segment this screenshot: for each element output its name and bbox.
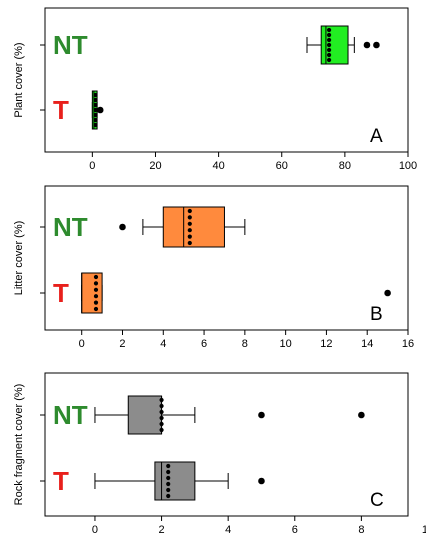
data-point	[93, 117, 98, 123]
outlier-point	[358, 411, 365, 419]
data-point	[166, 493, 171, 499]
x-tick-label: 6	[201, 338, 207, 350]
category-label-nt: NT	[53, 212, 88, 242]
x-tick-label: 12	[320, 338, 332, 350]
data-point	[187, 234, 192, 239]
plot-frame	[44, 372, 409, 517]
panel-label: B	[370, 304, 383, 325]
x-tick-label: 20	[149, 160, 161, 172]
data-point	[166, 487, 171, 493]
x-tick-label: 2	[158, 524, 164, 536]
x-tick-label: 14	[361, 338, 373, 350]
x-tick-label: 100	[399, 160, 417, 172]
data-point	[93, 306, 99, 312]
data-point	[326, 27, 332, 33]
data-point	[166, 469, 171, 475]
x-tick-label: 4	[160, 338, 166, 350]
data-point	[159, 427, 164, 433]
data-point	[187, 240, 192, 246]
data-point	[187, 208, 192, 214]
plot-frame	[44, 7, 409, 153]
data-point	[93, 294, 99, 299]
box-iqr	[127, 395, 163, 435]
box-nt	[306, 25, 380, 65]
data-point	[326, 57, 332, 63]
data-point	[93, 92, 98, 98]
data-point	[93, 112, 98, 118]
data-point	[93, 300, 99, 305]
x-tick-label: 8	[242, 338, 248, 350]
box-t	[91, 90, 104, 130]
chart-panel-a: 0 20 40 60 80 100 Plant cover (%) NT T A	[13, 7, 417, 172]
box-iqr	[81, 272, 103, 314]
data-point	[326, 42, 332, 48]
y-axis-label: Rock fragment cover (%)	[13, 384, 25, 506]
plot-frame	[44, 185, 409, 331]
data-point	[326, 47, 332, 53]
x-tick-label: 0	[92, 524, 98, 536]
panel-label: A	[370, 126, 383, 147]
data-point	[159, 397, 164, 403]
x-tick-label: 16	[402, 338, 414, 350]
box-t	[81, 272, 391, 314]
category-label-t: T	[53, 466, 69, 496]
box-iqr	[162, 206, 225, 248]
x-tick-label: 0	[79, 338, 85, 350]
category-label-t: T	[53, 278, 69, 308]
x-tick-label: 2	[119, 338, 125, 350]
data-point	[326, 52, 332, 58]
data-point	[93, 281, 99, 286]
x-tick-label: 4	[225, 524, 231, 536]
data-point	[93, 287, 99, 292]
x-tick-label: 6	[292, 524, 298, 536]
y-axis-label: Litter cover (%)	[13, 221, 25, 296]
data-point	[93, 97, 98, 103]
x-tick-label: 40	[212, 160, 224, 172]
data-point	[187, 221, 192, 226]
box-nt	[94, 395, 365, 435]
category-label-nt: NT	[53, 400, 88, 430]
chart-panel-c: 0 2 4 6 8 10 Rock fragment cover (%) NT T C	[13, 372, 426, 536]
data-point	[166, 463, 171, 469]
data-point	[166, 475, 171, 481]
data-point	[93, 102, 98, 108]
data-point	[93, 107, 98, 113]
y-axis-label: Plant cover (%)	[13, 42, 25, 117]
x-tick-label: 0	[89, 160, 95, 172]
data-point	[187, 228, 192, 233]
x-tick-label: 60	[276, 160, 288, 172]
data-point	[187, 215, 192, 220]
x-tick-label: 8	[358, 524, 364, 536]
x-tick-label: 10	[422, 524, 426, 536]
outlier-point	[119, 223, 126, 231]
outlier-point	[363, 41, 371, 49]
outlier-point	[258, 411, 265, 419]
outlier-point	[373, 41, 380, 49]
data-point	[159, 421, 164, 427]
category-label-nt: NT	[53, 30, 88, 60]
outlier-point	[96, 106, 104, 114]
box-t	[94, 461, 265, 501]
box-iqr	[320, 25, 349, 65]
outlier-point	[384, 289, 391, 297]
outlier-point	[258, 477, 265, 485]
chart-panel-b: 0 2 4 6 8 10 12 14 16 Litter cover (%) NT T B	[13, 185, 414, 350]
data-point	[159, 403, 164, 409]
box-iqr	[154, 461, 196, 501]
x-tick-label: 80	[339, 160, 351, 172]
data-point	[93, 274, 99, 280]
data-point	[166, 481, 171, 487]
x-tick-label: 10	[280, 338, 292, 350]
data-point	[326, 32, 332, 38]
data-point	[159, 415, 164, 421]
panel-label: C	[370, 490, 384, 511]
category-label-t: T	[53, 95, 69, 125]
data-point	[326, 37, 332, 43]
data-point	[93, 122, 98, 128]
data-point	[159, 409, 164, 415]
box-nt	[119, 206, 246, 248]
